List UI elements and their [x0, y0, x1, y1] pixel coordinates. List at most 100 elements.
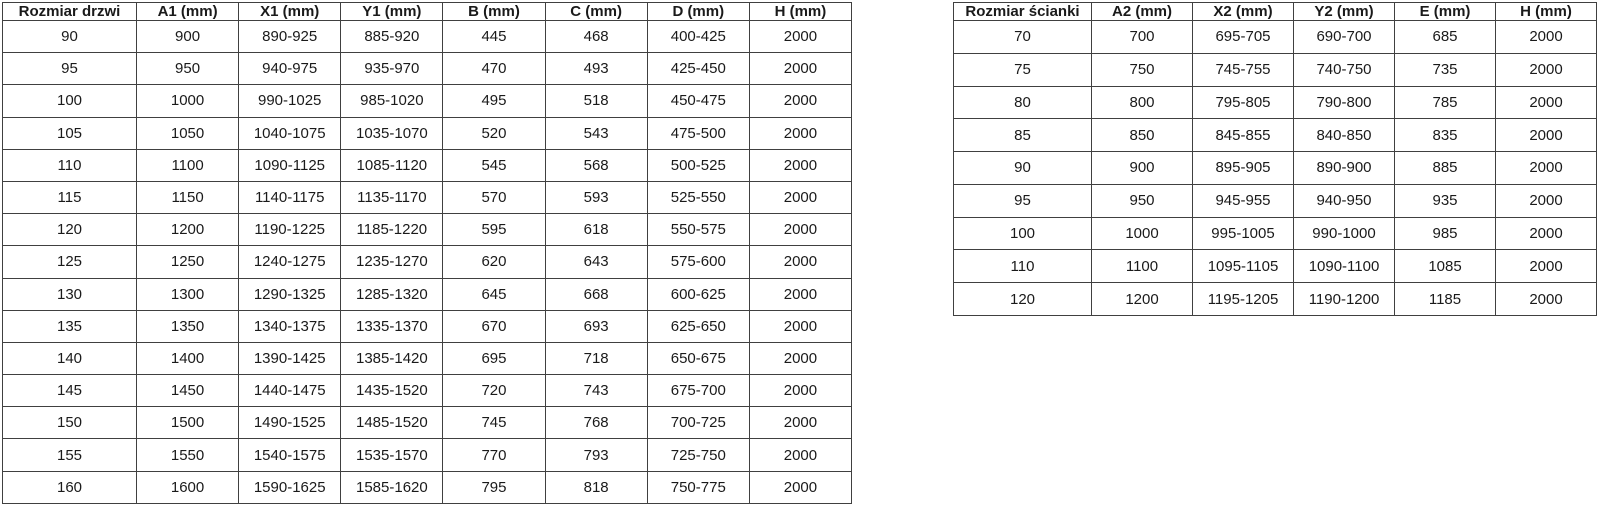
- table-cell: 1435-1520: [340, 374, 444, 408]
- table-cell: 995-1005: [1192, 216, 1294, 251]
- column-header: A2 (mm): [1091, 2, 1193, 21]
- table-cell: 700: [1091, 20, 1193, 54]
- column-header: X1 (mm): [238, 2, 342, 21]
- table-row: 110 1100 1090-1125 1085-1120 545 568 500-525 20…: [2, 148, 853, 182]
- table-cell: 95: [953, 183, 1092, 218]
- table-cell: 700-725: [646, 406, 750, 440]
- table-cell: 850: [1091, 118, 1193, 153]
- table-cell: 785: [1394, 85, 1496, 120]
- table-row: 125 1250 1240-1275 1235-1270 620 643 575-600 20…: [2, 245, 853, 279]
- table-cell: 725-750: [646, 438, 750, 472]
- table-cell: 90: [953, 151, 1092, 185]
- table-cell: 90: [2, 19, 137, 54]
- table-cell: 1190-1200: [1293, 282, 1395, 316]
- table-cell: 1000: [135, 84, 240, 118]
- table-cell: 950: [135, 52, 240, 86]
- table-cell: 745: [442, 406, 546, 440]
- table-cell: 1190-1225: [238, 213, 342, 247]
- table-cell: 105: [2, 116, 137, 150]
- table-cell: 2000: [748, 309, 853, 343]
- table-cell: 145: [2, 374, 137, 408]
- table-cell: 1390-1425: [238, 341, 342, 376]
- table-cell: 1200: [135, 213, 240, 247]
- table-cell: 1450: [135, 374, 240, 408]
- table-cell: 793: [544, 438, 648, 472]
- table-cell: 1335-1370: [340, 309, 444, 343]
- table-cell: 1300: [135, 277, 240, 311]
- table-cell: 900: [135, 19, 240, 54]
- table-row: 145 1450 1440-1475 1435-1520 720 743 675-700 20…: [2, 374, 853, 408]
- table-cell: 120: [953, 282, 1092, 316]
- door-size-table: Rozmiar drzwi A1 (mm) X1 (mm) Y1 (mm) B (mm)…: [2, 2, 853, 505]
- table-cell: 1040-1075: [238, 116, 342, 150]
- table-cell: 985-1020: [340, 84, 444, 118]
- table-row: 100 1000 995-1005 990-1000 985 2000: [953, 216, 1597, 251]
- column-header: E (mm): [1394, 2, 1496, 21]
- table-cell: 110: [2, 148, 137, 182]
- table-cell: 2000: [748, 116, 853, 150]
- table-row: 95 950 945-955 940-950 935 2000: [953, 183, 1597, 218]
- table-cell: 950: [1091, 183, 1193, 218]
- table-cell: 895-905: [1192, 151, 1294, 185]
- table-cell: 2000: [748, 438, 853, 472]
- table-cell: 1185-1220: [340, 213, 444, 247]
- table-cell: 890-925: [238, 19, 342, 54]
- table-cell: 743: [544, 374, 648, 408]
- table-cell: 1600: [135, 470, 240, 505]
- column-header: A1 (mm): [135, 2, 240, 21]
- table-cell: 1200: [1091, 282, 1193, 316]
- table-cell: 70: [953, 20, 1092, 54]
- table-cell: 445: [442, 19, 546, 54]
- table-cell: 1150: [135, 180, 240, 215]
- table-cell: 1185: [1394, 282, 1496, 316]
- table-row: 130 1300 1290-1325 1285-1320 645 668 600-625 20…: [2, 277, 853, 311]
- column-header: Y1 (mm): [340, 2, 444, 21]
- table-cell: 1100: [135, 148, 240, 182]
- table-cell: 120: [2, 213, 137, 247]
- table-cell: 100: [2, 84, 137, 118]
- table-cell: 1035-1070: [340, 116, 444, 150]
- table-cell: 75: [953, 52, 1092, 87]
- table-cell: 845-855: [1192, 118, 1294, 153]
- table-cell: 400-425: [646, 19, 750, 54]
- table-cell: 2000: [1495, 151, 1597, 185]
- table-row: 75 750 745-755 740-750 735 2000: [953, 52, 1597, 87]
- column-header: H (mm): [748, 2, 853, 21]
- table-cell: 1340-1375: [238, 309, 342, 343]
- table-cell: 1385-1420: [340, 341, 444, 376]
- table-cell: 695: [442, 341, 546, 376]
- table-cell: 750: [1091, 52, 1193, 87]
- table-cell: 500-525: [646, 148, 750, 182]
- table-row: 80 800 795-805 790-800 785 2000: [953, 85, 1597, 120]
- table-row: 70 700 695-705 690-700 685 2000: [953, 20, 1597, 54]
- table-cell: 720: [442, 374, 546, 408]
- table-cell: 2000: [1495, 249, 1597, 284]
- table-cell: 570: [442, 180, 546, 215]
- table-cell: 2000: [748, 277, 853, 311]
- table-cell: 520: [442, 116, 546, 150]
- table-cell: 95: [2, 52, 137, 86]
- table-cell: 1290-1325: [238, 277, 342, 311]
- table-cell: 130: [2, 277, 137, 311]
- table-cell: 790-800: [1293, 85, 1395, 120]
- table-cell: 718: [544, 341, 648, 376]
- table-cell: 1440-1475: [238, 374, 342, 408]
- table-cell: 1095-1105: [1192, 249, 1294, 284]
- table-cell: 2000: [1495, 183, 1597, 218]
- table-cell: 940-950: [1293, 183, 1395, 218]
- table-cell: 1585-1620: [340, 470, 444, 505]
- table-cell: 2000: [748, 52, 853, 86]
- table-row: 100 1000 990-1025 985-1020 495 518 450-475 2000: [2, 84, 853, 118]
- table-cell: 1285-1320: [340, 277, 444, 311]
- table-cell: 795-805: [1192, 85, 1294, 120]
- table-cell: 940-975: [238, 52, 342, 86]
- table-cell: 80: [953, 85, 1092, 120]
- column-header: D (mm): [646, 2, 750, 21]
- table-cell: 1090-1125: [238, 148, 342, 182]
- table-cell: 575-600: [646, 245, 750, 279]
- table-cell: 110: [953, 249, 1092, 284]
- table-cell: 518: [544, 84, 648, 118]
- table-row: 150 1500 1490-1525 1485-1520 745 768 700-725 20…: [2, 406, 853, 440]
- column-header: C (mm): [544, 2, 648, 21]
- table-cell: 160: [2, 470, 137, 505]
